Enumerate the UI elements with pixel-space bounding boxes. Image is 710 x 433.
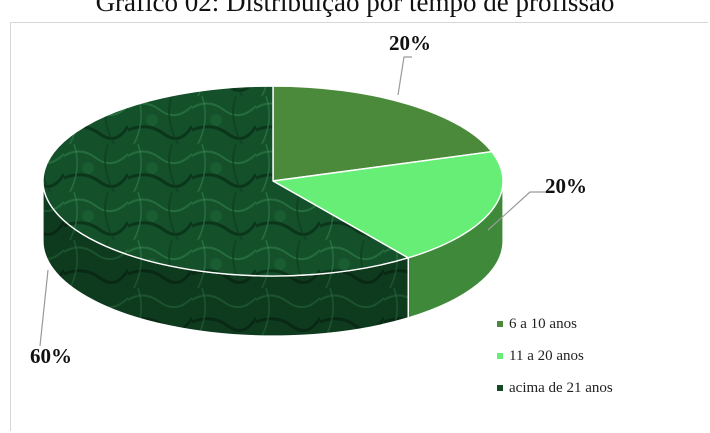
data-labels: 20% 20% 60% — [30, 31, 587, 368]
legend-item: 11 a 20 anos — [497, 340, 613, 372]
legend-swatch-2 — [497, 385, 503, 391]
leader-line — [39, 269, 49, 347]
legend-swatch-0 — [497, 321, 503, 327]
legend-label: 6 a 10 anos — [509, 315, 577, 332]
data-label: 20% — [545, 174, 587, 198]
leader-line — [397, 56, 412, 96]
legend: 6 a 10 anos 11 a 20 anos acima de 21 ano… — [497, 308, 613, 404]
data-label: 60% — [30, 344, 72, 368]
leader-line — [487, 191, 548, 231]
pie-slice-0 — [272, 85, 494, 182]
pie-slice-2 — [42, 85, 410, 277]
legend-label: acima de 21 anos — [509, 379, 613, 396]
data-label: 20% — [389, 31, 431, 55]
chart-frame — [10, 22, 708, 431]
legend-item: acima de 21 anos — [497, 372, 613, 404]
legend-label: 11 a 20 anos — [509, 347, 584, 364]
pie-slices — [42, 85, 504, 277]
pie-slice-1 — [270, 150, 504, 259]
legend-item: 6 a 10 anos — [497, 308, 613, 340]
legend-swatch-1 — [497, 353, 503, 359]
chart-title: Gráfico 02: Distribuição por tempo de pr… — [95, 0, 615, 17]
leader-lines — [39, 56, 548, 347]
